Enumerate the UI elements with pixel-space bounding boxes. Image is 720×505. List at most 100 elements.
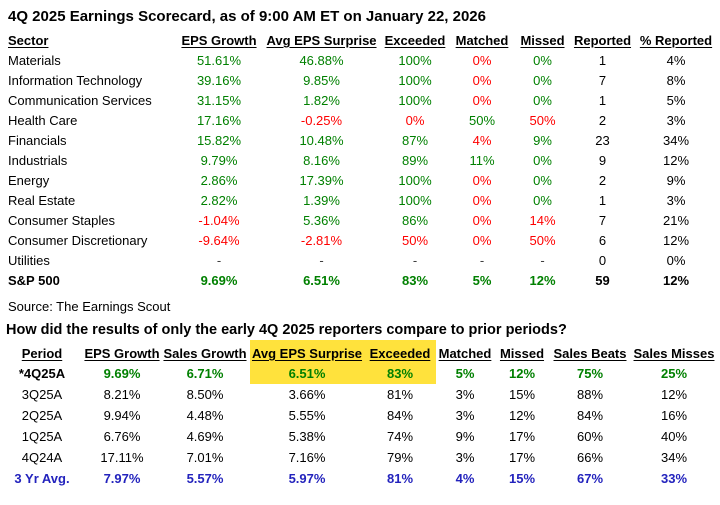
table-cell: 74% bbox=[386, 429, 414, 444]
table-cell: 100% bbox=[398, 72, 432, 88]
table-cell: 15% bbox=[508, 387, 536, 402]
table-cell: 0 bbox=[598, 252, 607, 268]
table-cell: 9.69% bbox=[103, 366, 141, 381]
table-cell: 0% bbox=[472, 52, 492, 68]
column-header: Missed bbox=[520, 33, 565, 48]
table-cell: 100% bbox=[398, 192, 432, 208]
table-row: Industrials 9.79% 8.16% 89% 11% 0% 9 12% bbox=[0, 150, 718, 170]
table-cell: 5.97% bbox=[288, 471, 326, 486]
table-cell: 84% bbox=[386, 408, 414, 423]
table-cell: 5% bbox=[472, 272, 492, 288]
table-cell: 12% bbox=[529, 272, 556, 288]
table-cell: 1 bbox=[598, 52, 607, 68]
table-cell: 84% bbox=[576, 408, 604, 423]
column-header: Matched bbox=[455, 33, 509, 48]
table-cell: 12% bbox=[662, 152, 690, 168]
table-cell: 88% bbox=[576, 387, 604, 402]
table-cell: 0% bbox=[533, 172, 552, 188]
table-cell: 0% bbox=[472, 232, 492, 248]
column-header: EPS Growth bbox=[84, 346, 160, 361]
table-row: Health Care 17.16% -0.25% 0% 50% 50% 2 3% bbox=[0, 110, 718, 130]
table-cell: 51.61% bbox=[196, 52, 242, 68]
table-cell: 25% bbox=[660, 366, 688, 381]
table-cell: 0% bbox=[533, 192, 552, 208]
table-cell: 21% bbox=[662, 212, 690, 228]
table-cell: 1.82% bbox=[303, 92, 340, 108]
table-cell: 9.85% bbox=[303, 72, 340, 88]
table-cell: 67% bbox=[576, 471, 604, 486]
table-cell: 7.16% bbox=[288, 450, 326, 465]
column-header: Sales Beats bbox=[553, 346, 627, 361]
table-cell: 4.48% bbox=[186, 408, 224, 423]
table-row: Materials 51.61% 46.88% 100% 0% 0% 1 4% bbox=[0, 50, 718, 70]
table-cell: 1.39% bbox=[303, 192, 340, 208]
header-row: Period EPS Growth Sales Growth Avg EPS Surp… bbox=[0, 340, 718, 363]
table-cell: 11% bbox=[469, 152, 495, 168]
header-row: Sector EPS Growth Avg EPS Surprise Exceeded… bbox=[0, 27, 718, 50]
table-cell: 5.36% bbox=[303, 212, 340, 228]
table-cell: 14% bbox=[529, 212, 556, 228]
table-cell: 40% bbox=[660, 429, 688, 444]
table-row: Consumer Staples -1.04% 5.36% 86% 0% 14% 7 21% bbox=[0, 210, 718, 230]
row-label: S&P 500 bbox=[8, 272, 60, 288]
table-cell: 100% bbox=[398, 92, 432, 108]
table-cell: 10.48% bbox=[299, 132, 344, 148]
table-cell: 83% bbox=[401, 272, 429, 288]
column-header: Exceeded bbox=[384, 33, 446, 48]
table-cell: - bbox=[319, 252, 324, 268]
table-row: 3Q25A 8.21% 8.50% 3.66% 81% 3% 15% 88% 12% bbox=[0, 384, 718, 405]
table-cell: 87% bbox=[401, 132, 429, 148]
table-cell: 46.88% bbox=[299, 52, 344, 68]
table-cell: - bbox=[216, 252, 222, 268]
table-cell: 5% bbox=[455, 366, 475, 381]
table-cell: 3.66% bbox=[288, 387, 326, 402]
row-label: Financials bbox=[8, 132, 67, 148]
table-cell: 60% bbox=[576, 429, 604, 444]
column-header: Matched bbox=[438, 346, 492, 361]
row-label: Energy bbox=[8, 172, 50, 188]
table-cell: 0% bbox=[666, 252, 686, 268]
table-cell: 34% bbox=[662, 132, 690, 148]
column-header: Period bbox=[21, 346, 63, 361]
table-row: Information Technology 39.16% 9.85% 100% 0% 0… bbox=[0, 70, 718, 90]
table-cell: 9% bbox=[666, 172, 686, 188]
table-cell: 50% bbox=[529, 232, 556, 248]
column-header: Missed bbox=[499, 346, 545, 361]
table-cell: 0% bbox=[533, 52, 552, 68]
table-row: Energy 2.86% 17.39% 100% 0% 0% 2 9% bbox=[0, 170, 718, 190]
table-cell: 2 bbox=[598, 172, 607, 188]
table-row: 4Q24A 17.11% 7.01% 7.16% 79% 3% 17% 66% 34% bbox=[0, 447, 718, 468]
table-cell: 23 bbox=[595, 132, 610, 148]
table-cell: 9.79% bbox=[200, 152, 238, 168]
table-cell: 6.51% bbox=[303, 272, 340, 288]
table-cell: 83% bbox=[364, 363, 436, 384]
table-cell: 3% bbox=[455, 408, 475, 423]
table-cell: 15.82% bbox=[196, 132, 242, 148]
table-cell: 9% bbox=[533, 132, 552, 148]
row-label: 1Q25A bbox=[21, 429, 63, 444]
table-cell: 0% bbox=[533, 152, 552, 168]
row-label: *4Q25A bbox=[18, 366, 66, 381]
table-cell: 5.55% bbox=[288, 408, 326, 423]
column-header: Avg EPS Surprise bbox=[266, 33, 377, 48]
table-cell: 12% bbox=[508, 366, 536, 381]
table-cell: 6.76% bbox=[103, 429, 141, 444]
row-label: Information Technology bbox=[8, 72, 143, 88]
table-cell: 50% bbox=[468, 112, 496, 128]
row-label: 4Q24A bbox=[21, 450, 63, 465]
table-cell: 2.82% bbox=[200, 192, 238, 208]
table-cell: 9 bbox=[598, 152, 607, 168]
table-cell: 15% bbox=[508, 471, 536, 486]
table-cell: -2.81% bbox=[300, 232, 343, 248]
table-cell: 7 bbox=[598, 72, 607, 88]
table-cell: -1.04% bbox=[198, 212, 240, 228]
section-heading: How did the results of only the early 4Q… bbox=[6, 322, 567, 338]
table-cell: 81% bbox=[386, 387, 414, 402]
table-cell: 12% bbox=[662, 232, 690, 248]
table-cell: 0% bbox=[472, 212, 492, 228]
table-cell: 4% bbox=[455, 471, 475, 486]
table-row: Consumer Discretionary -9.64% -2.81% 50% 0% 5… bbox=[0, 230, 718, 250]
table-cell: 3% bbox=[455, 450, 475, 465]
row-label: Health Care bbox=[8, 112, 78, 128]
table-cell: 17.11% bbox=[100, 450, 144, 465]
